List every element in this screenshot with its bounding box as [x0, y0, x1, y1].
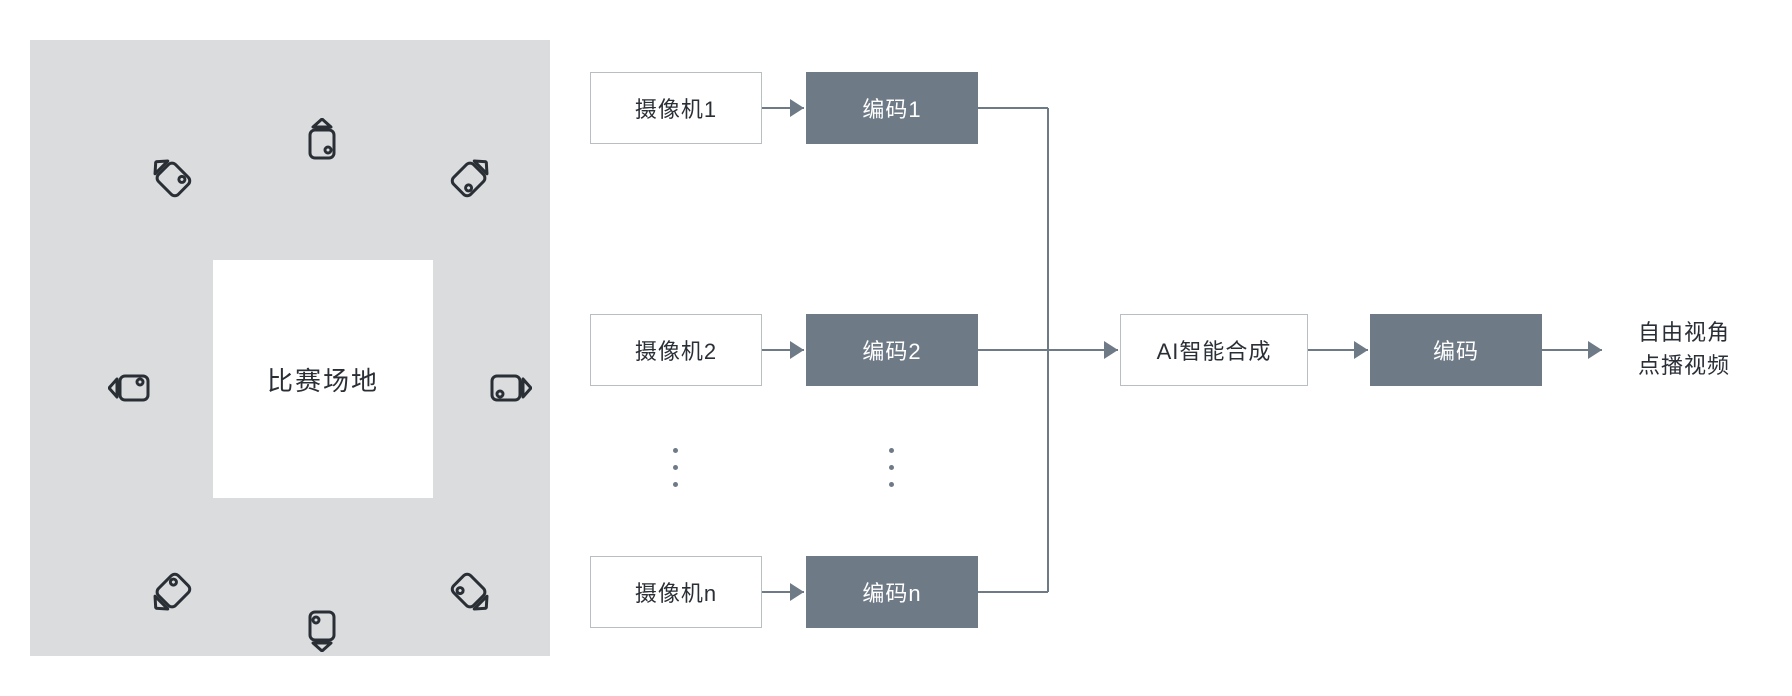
connector-lines: [0, 0, 1792, 696]
diagram-stage: 比赛场地: [0, 0, 1792, 696]
